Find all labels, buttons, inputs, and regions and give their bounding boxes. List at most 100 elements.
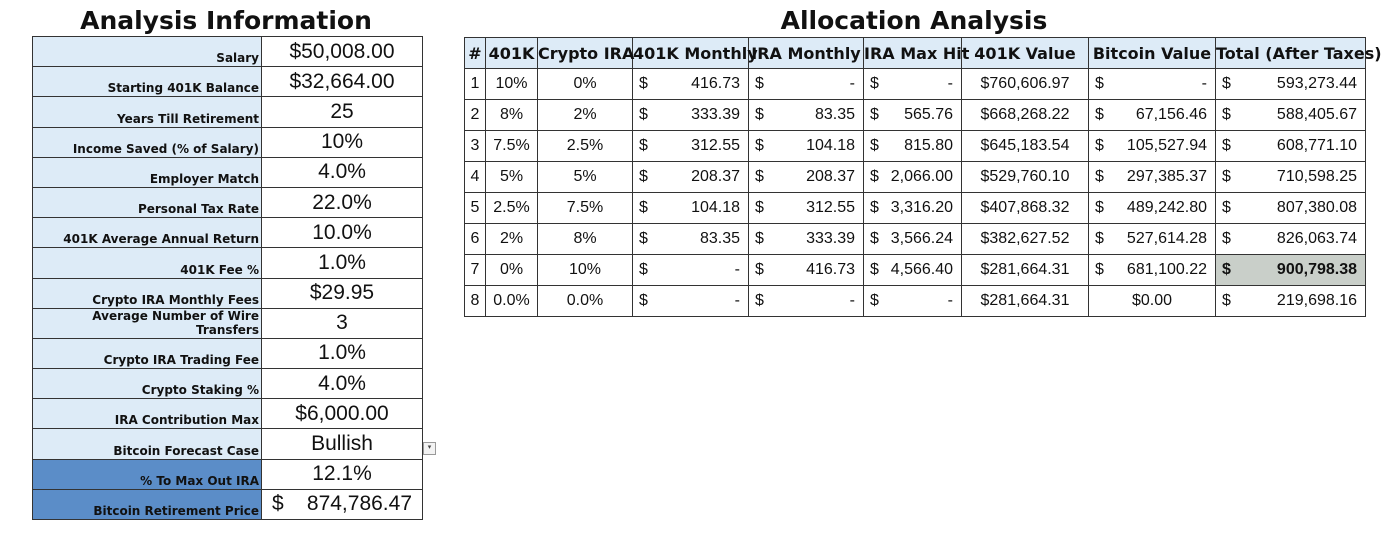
table-cell[interactable]: $333.39 <box>632 99 749 131</box>
table-cell[interactable]: 2% <box>537 99 633 131</box>
info-value-cell[interactable]: 4.0% <box>261 368 423 400</box>
info-value-cell[interactable]: 22.0% <box>261 186 423 219</box>
table-cell[interactable]: 8% <box>485 99 538 131</box>
table-cell[interactable]: $815.80 <box>863 130 962 162</box>
column-header[interactable]: IRA Max Hit <box>863 37 969 69</box>
table-cell[interactable]: $593,273.44 <box>1215 68 1366 100</box>
table-cell[interactable]: $382,627.52 <box>961 223 1089 255</box>
column-header[interactable]: IRA Monthly <box>748 37 864 69</box>
table-cell[interactable]: 2.5% <box>537 130 633 162</box>
table-cell[interactable]: $281,664.31 <box>961 285 1089 317</box>
table-cell[interactable]: $416.73 <box>748 254 864 286</box>
info-value-cell[interactable]: 4.0% <box>261 156 423 188</box>
table-cell[interactable]: 0% <box>485 254 538 286</box>
info-value-cell[interactable]: $29.95 <box>261 277 423 309</box>
table-cell[interactable]: $3,566.24 <box>863 223 962 255</box>
table-cell[interactable]: 5 <box>464 192 486 224</box>
table-cell[interactable]: $681,100.22 <box>1088 254 1216 286</box>
table-cell[interactable]: 5% <box>485 161 538 193</box>
table-cell[interactable]: 7.5% <box>537 192 633 224</box>
table-cell[interactable]: $281,664.31 <box>961 254 1089 286</box>
info-value-cell[interactable]: 25 <box>261 96 423 128</box>
table-cell[interactable]: $ - <box>863 285 962 317</box>
table-cell[interactable]: 4 <box>464 161 486 193</box>
table-cell[interactable]: 1 <box>464 68 486 100</box>
table-cell[interactable]: $333.39 <box>748 223 864 255</box>
table-cell[interactable]: $527,614.28 <box>1088 223 1216 255</box>
table-cell[interactable]: $67,156.46 <box>1088 99 1216 131</box>
table-cell[interactable]: $4,566.40 <box>863 254 962 286</box>
table-cell[interactable]: $416.73 <box>632 68 749 100</box>
table-cell[interactable]: 3 <box>464 130 486 162</box>
table-cell[interactable]: $760,606.97 <box>961 68 1089 100</box>
table-cell[interactable]: $105,527.94 <box>1088 130 1216 162</box>
table-cell[interactable]: $529,760.10 <box>961 161 1089 193</box>
table-cell[interactable]: $ - <box>632 285 749 317</box>
info-value-cell[interactable]: 10% <box>261 126 423 158</box>
total-highlight-cell[interactable]: $900,798.38 <box>1215 254 1366 286</box>
table-cell[interactable]: $407,868.32 <box>961 192 1089 224</box>
table-cell[interactable]: $ - <box>748 68 864 100</box>
table-cell[interactable]: $588,405.67 <box>1215 99 1366 131</box>
table-cell[interactable]: 2.5% <box>485 192 538 224</box>
table-cell[interactable]: $668,268.22 <box>961 99 1089 131</box>
table-cell[interactable]: $ - <box>1088 68 1216 100</box>
table-cell[interactable]: $2,066.00 <box>863 161 962 193</box>
table-cell[interactable]: 10% <box>485 68 538 100</box>
table-cell[interactable]: $208.37 <box>632 161 749 193</box>
table-cell[interactable]: $104.18 <box>748 130 864 162</box>
table-cell[interactable]: 2 <box>464 99 486 131</box>
table-cell[interactable]: $297,385.37 <box>1088 161 1216 193</box>
column-header[interactable]: Total (After Taxes) <box>1215 37 1382 69</box>
info-value-cell[interactable]: 1.0% <box>261 247 423 279</box>
table-cell[interactable]: $312.55 <box>748 192 864 224</box>
info-value-cell[interactable]: $ 874,786.47 <box>261 488 423 521</box>
table-cell[interactable]: 0% <box>537 68 633 100</box>
table-cell[interactable]: $807,380.08 <box>1215 192 1366 224</box>
column-header[interactable]: 401K Monthly <box>632 37 758 69</box>
table-cell[interactable]: 5% <box>537 161 633 193</box>
table-cell[interactable]: $ - <box>748 285 864 317</box>
column-header[interactable]: 401K <box>485 37 538 69</box>
table-cell[interactable]: 6 <box>464 223 486 255</box>
cell-amount: - <box>947 292 953 309</box>
table-cell[interactable]: 0.0% <box>485 285 538 317</box>
table-cell[interactable]: $219,698.16 <box>1215 285 1366 317</box>
table-cell[interactable]: $489,242.80 <box>1088 192 1216 224</box>
table-cell[interactable]: $312.55 <box>632 130 749 162</box>
table-cell[interactable]: $ - <box>632 254 749 286</box>
table-cell[interactable]: $3,316.20 <box>863 192 962 224</box>
table-cell[interactable]: $83.35 <box>632 223 749 255</box>
table-cell[interactable]: $0.00 <box>1088 285 1216 317</box>
info-value-cell[interactable]: 12.1% <box>261 458 423 490</box>
info-value-cell[interactable]: 1.0% <box>261 337 423 370</box>
table-cell[interactable]: $208.37 <box>748 161 864 193</box>
table-cell[interactable]: $608,771.10 <box>1215 130 1366 162</box>
info-value-cell[interactable]: $32,664.00 <box>261 66 423 98</box>
table-cell[interactable]: 8% <box>537 223 633 255</box>
table-cell[interactable]: 0.0% <box>537 285 633 317</box>
table-cell[interactable]: 8 <box>464 285 486 317</box>
table-cell[interactable]: $565.76 <box>863 99 962 131</box>
info-value-cell[interactable]: $50,008.00 <box>261 35 423 68</box>
column-header[interactable]: # <box>464 37 486 69</box>
table-cell[interactable]: $ - <box>863 68 962 100</box>
table-cell[interactable]: $826,063.74 <box>1215 223 1366 255</box>
info-value-cell[interactable]: 10.0% <box>261 217 423 249</box>
table-cell[interactable]: $710,598.25 <box>1215 161 1366 193</box>
column-header[interactable]: 401K Value <box>961 37 1089 69</box>
table-cell[interactable]: 7 <box>464 254 486 286</box>
table-cell[interactable]: $83.35 <box>748 99 864 131</box>
column-header[interactable]: Crypto IRA <box>537 37 634 69</box>
table-cell[interactable]: $104.18 <box>632 192 749 224</box>
info-value-cell[interactable]: $6,000.00 <box>261 398 423 430</box>
chevron-down-icon[interactable]: ▾ <box>423 442 436 456</box>
table-cell[interactable]: 2% <box>485 223 538 255</box>
table-cell[interactable]: $645,183.54 <box>961 130 1089 162</box>
forecast-case-dropdown-cell[interactable]: Bullish ▾ <box>261 428 436 460</box>
table-cell[interactable]: 7.5% <box>485 130 538 162</box>
cell-amount: 208.37 <box>691 168 740 185</box>
table-cell[interactable]: 10% <box>537 254 633 286</box>
info-value-cell[interactable]: 3 <box>261 307 423 339</box>
column-header[interactable]: Bitcoin Value <box>1088 37 1216 69</box>
